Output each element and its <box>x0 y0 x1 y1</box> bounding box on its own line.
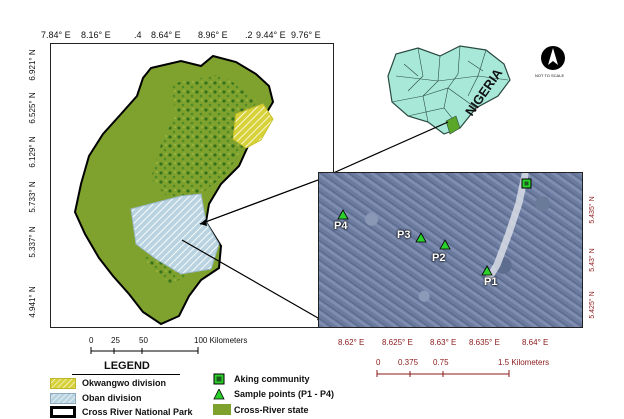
legend-label-national-park: Cross River National Park <box>82 407 193 417</box>
point-label: P2 <box>432 252 446 264</box>
inset-x-tick: 8.64° E <box>522 338 549 347</box>
nigeria-outline <box>387 45 511 135</box>
okwangwo-division <box>232 103 274 149</box>
x-tick: 7.84° E <box>41 30 71 40</box>
nigeria-cross-river-highlight <box>445 115 461 135</box>
sample-point-p1 <box>481 265 493 276</box>
legend-swatch-cross-river-state <box>213 404 231 415</box>
legend-label-cross-river-state: Cross-River state <box>234 405 309 415</box>
x-tick: 9.44° E <box>256 30 286 40</box>
cross-river-state-map <box>73 54 275 326</box>
x-tick: .4 <box>134 30 142 40</box>
forest-cover <box>151 74 256 199</box>
inset-scale-tick: 0 <box>376 358 381 367</box>
legend-swatch-national-park <box>50 406 76 418</box>
legend-title: LEGEND <box>104 360 150 372</box>
x-tick: .2 <box>245 30 253 40</box>
legend-label-okwangwo: Okwangwo division <box>82 378 167 388</box>
sample-point-p2 <box>439 239 451 250</box>
x-tick: 8.64° E <box>151 30 181 40</box>
scale-tick: 0 <box>89 336 94 345</box>
inset-y-tick: 5.425° N <box>589 291 596 319</box>
scale-bar <box>90 347 199 354</box>
inset-features <box>337 173 532 285</box>
north-arrow <box>540 45 566 71</box>
y-tick: 6.129° N <box>28 136 37 168</box>
y-tick: 5.733° N <box>28 181 37 213</box>
main-map-frame: 7.84° E 8.16° E .4 8.64° E 8.96° E .2 9.… <box>41 30 334 328</box>
point-label: P3 <box>397 229 411 241</box>
inset-scale-tick: 0.375 <box>398 358 419 367</box>
y-tick: 5.337° N <box>28 226 37 258</box>
x-tick: 9.76° E <box>291 30 321 40</box>
x-tick: 8.16° E <box>81 30 111 40</box>
legend-swatch-aking <box>213 373 225 385</box>
scale-tick: 100 Kilometers <box>194 336 248 345</box>
inset-map-frame: P4 P3 P2 P1 <box>318 172 583 328</box>
north-arrow-icon <box>541 46 565 70</box>
inset-scale-tick: 1.5 Kilometers <box>498 358 550 367</box>
point-label: P4 <box>334 220 348 232</box>
inset-y-tick: 5.435° N <box>589 196 596 224</box>
inset-x-tick: 8.635° E <box>469 338 500 347</box>
scale-tick: 25 <box>111 336 120 345</box>
x-tick: 8.96° E <box>198 30 228 40</box>
scale-tick: 50 <box>139 336 148 345</box>
inset-x-tick: 8.62° E <box>338 338 365 347</box>
inset-scale-tick: 0.75 <box>433 358 449 367</box>
sample-point-p4 <box>337 209 349 220</box>
north-arrow-note: NOT TO SCALE <box>535 73 565 78</box>
legend-label-sample-points: Sample points (P1 - P4) <box>234 389 335 399</box>
legend-swatch-oban <box>50 393 76 404</box>
legend-swatch-okwangwo <box>50 378 76 389</box>
legend-label-oban: Oban division <box>82 393 142 403</box>
inset-scale-bar <box>376 370 510 377</box>
legend-title-underline <box>72 374 180 375</box>
inset-x-tick: 8.625° E <box>382 338 413 347</box>
point-label: P1 <box>484 276 498 288</box>
inset-y-tick: 5.43° N <box>589 248 596 272</box>
sample-point-p3 <box>415 232 427 243</box>
road <box>483 173 529 285</box>
inset-x-tick: 8.63° E <box>430 338 457 347</box>
legend-label-aking: Aking community <box>234 374 310 384</box>
nigeria-map <box>387 45 511 135</box>
y-tick: 6.525° N <box>28 92 37 124</box>
y-tick: 4.941° N <box>28 286 37 318</box>
legend-swatch-sample-points <box>213 389 225 400</box>
